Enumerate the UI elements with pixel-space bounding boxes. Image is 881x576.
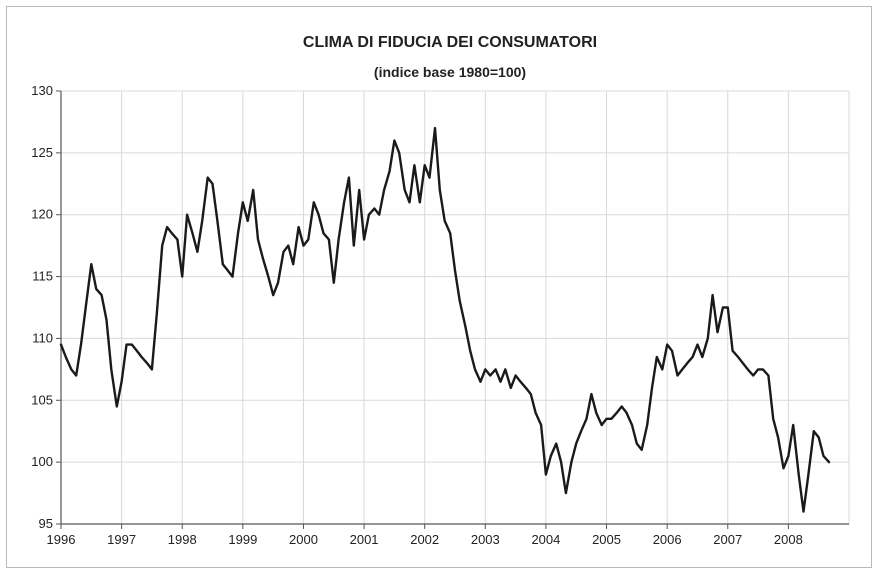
y-tick-label: 95 <box>39 516 53 531</box>
x-tick-label: 2002 <box>410 532 439 547</box>
x-tick-label: 2000 <box>289 532 318 547</box>
series-group <box>59 126 831 513</box>
x-tick-label: 2006 <box>653 532 682 547</box>
y-tick-label: 110 <box>32 330 53 345</box>
x-axis-ticks: 1996 1997 1998 1999 2000 2001 2002 2003 2004 2005… <box>47 532 803 547</box>
x-tick-label: 1997 <box>107 532 136 547</box>
chart-subtitle: (indice base 1980=100) <box>374 64 526 80</box>
x-tick-label: 2003 <box>471 532 500 547</box>
y-tick-label: 105 <box>31 392 53 407</box>
axes <box>56 90 849 529</box>
y-tick-label: 120 <box>31 207 53 222</box>
chart-frame: CLIMA DI FIDUCIA DEI CONSUMATORI (indice… <box>6 6 872 568</box>
x-tick-label: 2005 <box>592 532 621 547</box>
y-tick-label: 125 <box>31 145 53 160</box>
x-tick-label: 2001 <box>350 532 379 547</box>
consumer-confidence-chart: CLIMA DI FIDUCIA DEI CONSUMATORI (indice… <box>31 34 850 547</box>
chart-title: CLIMA DI FIDUCIA DEI CONSUMATORI <box>303 34 597 51</box>
grid-lines <box>60 90 850 525</box>
x-tick-label: 1999 <box>228 532 257 547</box>
y-tick-label: 100 <box>31 454 53 469</box>
y-tick-label: 130 <box>31 83 53 98</box>
x-tick-label: 1996 <box>47 532 76 547</box>
x-tick-label: 2007 <box>713 532 742 547</box>
x-tick-label: 2008 <box>774 532 803 547</box>
x-tick-label: 1998 <box>168 532 197 547</box>
x-tick-label: 2004 <box>531 532 560 547</box>
series-line <box>59 126 831 513</box>
y-axis-ticks: 95 100 105 110 115 120 125 130 <box>31 83 53 531</box>
y-tick-label: 115 <box>32 269 53 284</box>
